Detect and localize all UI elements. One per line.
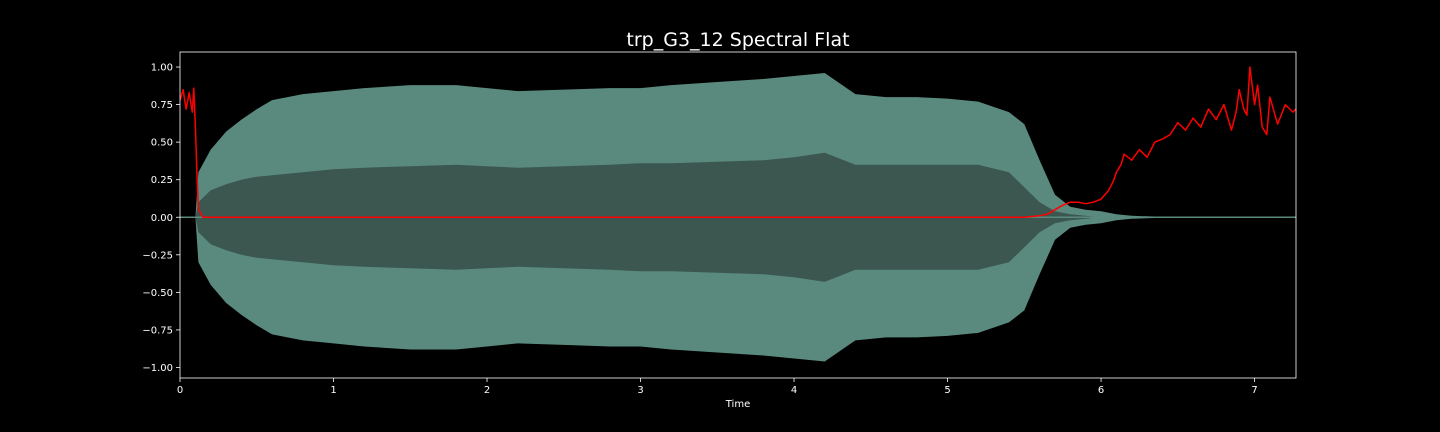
axes-frame (179, 51, 1297, 379)
x-tick-label: 5 (944, 385, 950, 396)
y-tick-label: −0.50 (142, 288, 173, 299)
x-tick-label: 7 (1251, 385, 1257, 396)
y-tick-label: 0.00 (151, 213, 173, 224)
y-tick-label: 0.75 (151, 100, 173, 111)
y-tick-label: −0.75 (142, 325, 173, 336)
y-tick-label: −1.00 (142, 363, 173, 374)
spectral-flatness-line (180, 66, 1296, 219)
x-tick-label: 1 (330, 385, 336, 396)
axes: 0 1 2 3 4 5 6 7 1.00 0.75 0.50 0.25 0.00 −0.25 −0.50 −0… (142, 51, 1297, 396)
x-tick-label: 6 (1098, 385, 1104, 396)
y-tick-label: 1.00 (151, 63, 173, 74)
x-tick-label: 2 (484, 385, 490, 396)
y-tick-label: 0.50 (151, 138, 173, 149)
x-tick-label: 3 (637, 385, 643, 396)
y-tick-label: 0.25 (151, 175, 173, 186)
x-tick-label: 0 (177, 385, 183, 396)
chart-title: trp_G3_12 Spectral Flat (626, 29, 849, 51)
y-tick-label: −0.25 (142, 250, 173, 261)
x-axis-label: Time (725, 399, 750, 410)
x-tick-label: 4 (791, 385, 797, 396)
plot-area (180, 66, 1296, 362)
